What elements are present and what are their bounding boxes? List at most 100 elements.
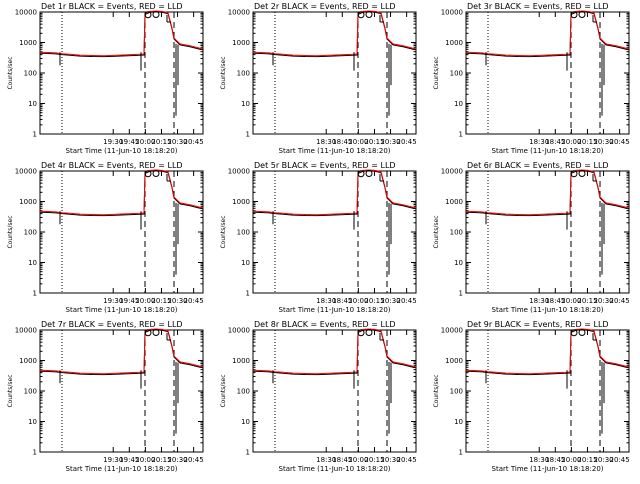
y-tick-label: 100 — [24, 229, 37, 237]
x-tick-label: 18:45 — [545, 456, 565, 464]
panel-title: Det 7r BLACK = Events, RED = LLD — [41, 320, 183, 329]
plot-frame — [39, 11, 204, 135]
x-tick-label: 20:00 — [135, 138, 155, 146]
y-tick-label: 10 — [28, 100, 37, 108]
plot-frame — [465, 11, 630, 135]
lld-line-red — [465, 169, 630, 216]
y-tick-label: 1 — [33, 290, 37, 298]
x-tick-label: 20:15 — [151, 138, 171, 146]
y-tick-label: 10 — [28, 418, 37, 426]
x-tick-label: 20:30 — [593, 138, 613, 146]
saturation-loop — [152, 328, 160, 336]
y-tick-label: 10 — [241, 418, 250, 426]
x-axis-label: Start Time (11-Jun-10 18:18:20) — [66, 306, 178, 314]
y-axis-label: Counts/sec — [433, 374, 440, 407]
y-tick-label: 10000 — [228, 327, 250, 335]
panel-title: Det 3r BLACK = Events, RED = LLD — [467, 2, 609, 11]
x-tick-label: 18:45 — [545, 297, 565, 305]
x-tick-label: 18:45 — [332, 138, 352, 146]
x-axis-label: Start Time (11-Jun-10 18:18:20) — [279, 465, 391, 473]
lld-line-red — [252, 169, 417, 216]
saturation-loop — [144, 11, 152, 19]
x-tick-label: 20:15 — [577, 297, 597, 305]
y-tick-label: 10000 — [15, 327, 37, 335]
panel-title: Det 5r BLACK = Events, RED = LLD — [254, 161, 396, 170]
y-tick-label: 1 — [33, 449, 37, 457]
y-tick-label: 1 — [246, 449, 250, 457]
y-axis-label: Counts/sec — [220, 374, 227, 407]
x-tick-label: 18:30 — [529, 456, 549, 464]
saturation-loop — [357, 11, 365, 19]
y-tick-label: 1000 — [445, 198, 463, 206]
y-tick-label: 1000 — [232, 357, 250, 365]
y-tick-label: 10 — [454, 259, 463, 267]
x-axis-label: Start Time (11-Jun-10 18:18:20) — [492, 306, 604, 314]
panel-title: Det 8r BLACK = Events, RED = LLD — [254, 320, 396, 329]
x-tick-label: 20:45 — [610, 456, 630, 464]
x-tick-label: 20:30 — [380, 456, 400, 464]
y-axis-label: Counts/sec — [220, 56, 227, 89]
saturation-loop — [357, 329, 365, 337]
x-tick-label: 20:15 — [364, 297, 384, 305]
panel-title: Det 6r BLACK = Events, RED = LLD — [467, 161, 609, 170]
panel-det-8: Det 8r BLACK = Events, RED = LLD 1 10 100 10… — [220, 320, 417, 473]
y-tick-label: 1000 — [232, 198, 250, 206]
plot-frame — [39, 170, 204, 294]
panel-det-1: Det 1r BLACK = Events, RED = LLD 1 10 100 10… — [7, 2, 204, 155]
x-tick-label: 20:30 — [380, 138, 400, 146]
x-tick-label: 19:30 — [103, 138, 123, 146]
y-tick-label: 10000 — [441, 168, 463, 176]
saturation-loop — [152, 10, 160, 18]
panel-title: Det 4r BLACK = Events, RED = LLD — [41, 161, 183, 170]
y-tick-label: 10000 — [15, 168, 37, 176]
x-tick-label: 19:30 — [103, 456, 123, 464]
x-tick-label: 20:00 — [561, 297, 581, 305]
y-tick-label: 100 — [24, 70, 37, 78]
y-tick-label: 1 — [459, 449, 463, 457]
y-tick-label: 100 — [450, 388, 463, 396]
x-tick-label: 20:15 — [364, 456, 384, 464]
x-tick-label: 18:30 — [529, 138, 549, 146]
panel-det-5: Det 5r BLACK = Events, RED = LLD 1 10 100 10… — [220, 161, 417, 314]
y-axis-label: Counts/sec — [7, 374, 14, 407]
x-axis-label: Start Time (11-Jun-10 18:18:20) — [492, 147, 604, 155]
lld-line-red — [252, 10, 417, 57]
y-tick-label: 1000 — [445, 39, 463, 47]
y-tick-label: 100 — [450, 70, 463, 78]
y-tick-label: 1000 — [445, 357, 463, 365]
saturation-loop — [365, 10, 373, 18]
x-tick-label: 18:30 — [316, 138, 336, 146]
panel-det-2: Det 2r BLACK = Events, RED = LLD 1 10 100 10… — [220, 2, 417, 155]
x-tick-label: 18:45 — [332, 456, 352, 464]
saturation-loop — [578, 10, 586, 18]
y-tick-label: 1000 — [19, 357, 37, 365]
y-tick-label: 10000 — [441, 9, 463, 17]
y-tick-label: 10 — [28, 259, 37, 267]
panel-title: Det 2r BLACK = Events, RED = LLD — [254, 2, 396, 11]
x-tick-label: 20:45 — [184, 456, 204, 464]
saturation-loop — [365, 328, 373, 336]
x-tick-label: 20:45 — [397, 297, 417, 305]
x-tick-label: 20:30 — [593, 456, 613, 464]
y-tick-label: 10 — [241, 259, 250, 267]
events-line-black — [252, 329, 417, 376]
x-tick-label: 20:30 — [593, 297, 613, 305]
y-tick-label: 1 — [246, 131, 250, 139]
x-tick-label: 20:45 — [184, 297, 204, 305]
x-tick-label: 19:45 — [119, 456, 139, 464]
x-tick-label: 20:30 — [380, 297, 400, 305]
lld-line-red — [39, 328, 204, 375]
x-tick-label: 18:30 — [316, 456, 336, 464]
saturation-loop — [365, 169, 373, 177]
x-tick-label: 20:15 — [577, 138, 597, 146]
x-tick-label: 19:45 — [119, 138, 139, 146]
x-tick-label: 20:30 — [167, 297, 187, 305]
plot-frame — [252, 329, 417, 453]
events-line-black — [39, 329, 204, 376]
lld-line-red — [465, 10, 630, 57]
events-line-black — [465, 11, 630, 58]
saturation-loop — [144, 329, 152, 337]
x-tick-label: 19:45 — [119, 297, 139, 305]
y-tick-label: 100 — [237, 388, 250, 396]
